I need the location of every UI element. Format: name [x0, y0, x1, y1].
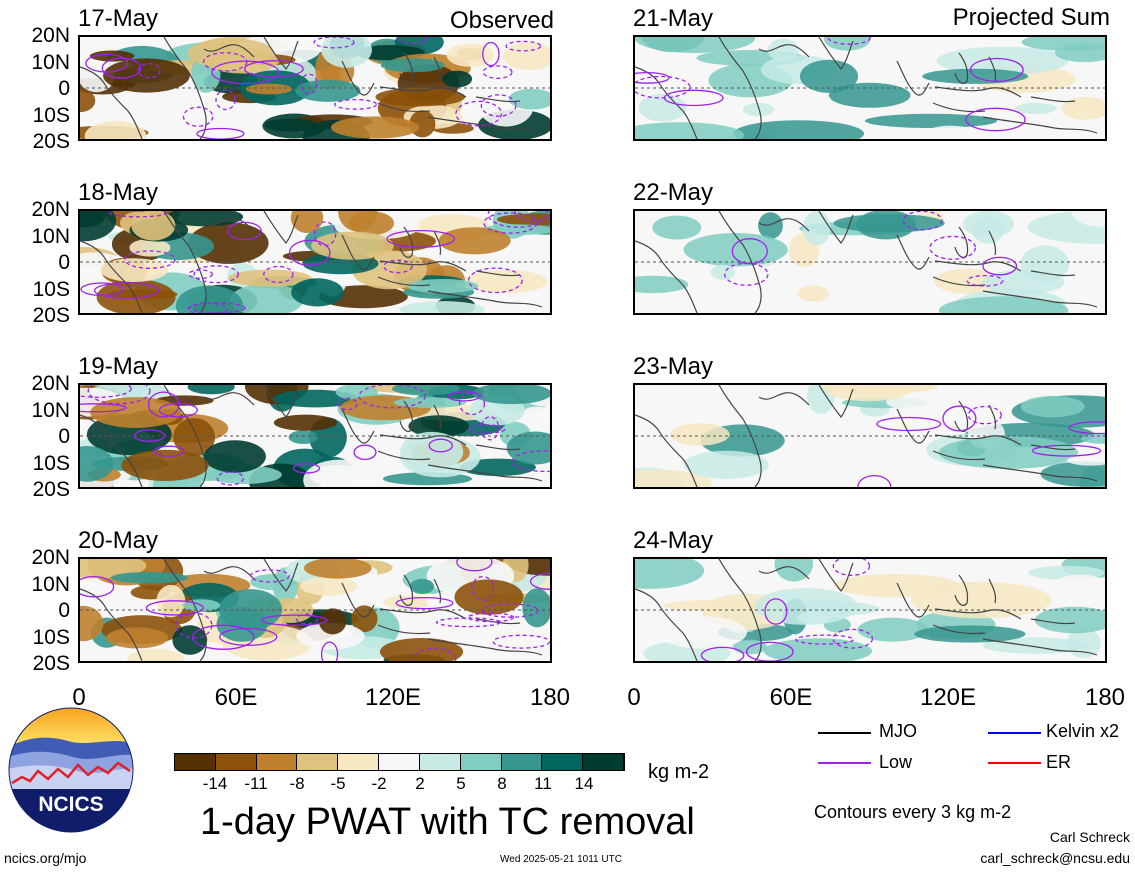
legend-lines — [818, 732, 1041, 764]
panel-date-label: 17-May — [78, 5, 159, 32]
lon-tick-label: 180 — [1084, 684, 1126, 711]
colorbar-swatch — [419, 754, 461, 770]
colorbar-tick-label: 5 — [456, 774, 466, 793]
colorbar-swatch — [460, 754, 502, 770]
lat-tick-label: 10S — [32, 103, 70, 127]
lat-tick-label: 20S — [32, 304, 70, 327]
map-panel-projected-1 — [633, 35, 1107, 141]
colorbar-tick-label: 8 — [497, 774, 507, 793]
lat-tick-label: 20S — [32, 478, 70, 501]
legend-label-kelvin: Kelvin x2 — [1046, 721, 1120, 741]
legend-label-low: Low — [879, 752, 913, 772]
footer-author: Carl Schreck — [1049, 829, 1130, 845]
lat-tick-label: 0 — [58, 77, 70, 100]
lat-tick-label: 10S — [32, 625, 70, 649]
colorbar-units: kg m-2 — [648, 761, 710, 783]
panel-date-label: 19-May — [78, 353, 159, 380]
lat-tick-label: 10N — [31, 224, 70, 248]
legend-label-er: ER — [1046, 752, 1072, 772]
footer-email: carl_schreck@ncsu.edu — [980, 850, 1130, 866]
lat-tick-label: 0 — [58, 599, 70, 622]
map-panel-projected-2 — [633, 209, 1107, 315]
legend-label-mjo: MJO — [879, 721, 917, 741]
lat-tick-label: 10N — [31, 398, 70, 422]
lat-tick-label: 10S — [32, 277, 70, 301]
colorbar-swatch — [583, 754, 624, 770]
lon-tick-label: 120E — [919, 684, 977, 711]
colorbar-tick-label: 11 — [534, 774, 552, 793]
colorbar-swatch — [501, 754, 543, 770]
panel-date-label: 22-May — [633, 179, 714, 206]
figure-title: 1-day PWAT with TC removal — [200, 801, 695, 843]
colorbar-swatch — [297, 754, 339, 770]
lon-tick-label: 60E — [769, 684, 813, 711]
colorbar-tick-label: -5 — [330, 774, 346, 793]
ncics-logo: NCICS — [8, 707, 134, 833]
panel-date-label: 20-May — [78, 527, 159, 554]
colorbar-swatch — [215, 754, 257, 770]
colorbar-swatch — [379, 754, 420, 770]
lat-tick-label: 20N — [31, 198, 70, 221]
footer-timestamp: Wed 2025-05-21 1011 UTC — [500, 854, 622, 865]
lon-tick-label: 0 — [72, 684, 86, 711]
lat-tick-label: 20S — [32, 130, 70, 153]
colorbar-tick-label: -14 — [202, 774, 228, 793]
lat-tick-label: 10N — [31, 50, 70, 74]
lat-tick-label: 10N — [31, 572, 70, 596]
panel-date-label: 24-May — [633, 527, 714, 554]
colorbar-swatch — [256, 754, 298, 770]
map-panel-projected-3 — [633, 383, 1107, 489]
colorbar-swatch — [175, 754, 216, 770]
lat-tick-label: 20N — [31, 372, 70, 395]
logo-text: NCICS — [38, 793, 103, 816]
map-panel-observed-2 — [78, 209, 552, 315]
map-panel-observed-4 — [78, 557, 552, 663]
panel-date-label: 21-May — [633, 5, 714, 32]
map-panel-observed-3 — [78, 383, 552, 489]
colorbar-swatch — [338, 754, 380, 770]
lat-tick-label: 10S — [32, 451, 70, 475]
map-panel-observed-1 — [78, 35, 552, 141]
map-panel-projected-4 — [633, 557, 1107, 663]
lon-tick-label: 180 — [529, 684, 571, 711]
colorbar-tick-label: -2 — [371, 774, 387, 793]
colorbar-tick-label: 2 — [415, 774, 425, 793]
contour-note: Contours every 3 kg m-2 — [814, 802, 1012, 822]
colorbar-tick-label: -11 — [244, 774, 268, 793]
colorbar-tick-label: -8 — [289, 774, 305, 793]
footer-url: ncics.org/mjo — [4, 850, 87, 866]
lat-tick-label: 20S — [32, 652, 70, 675]
lon-tick-label: 120E — [364, 684, 422, 711]
lat-tick-label: 0 — [58, 425, 70, 448]
observed-title: Observed — [449, 7, 554, 34]
lat-tick-label: 20N — [31, 546, 70, 569]
colorbar-swatch — [542, 754, 584, 770]
panel-date-label: 18-May — [78, 179, 159, 206]
lat-tick-label: 0 — [58, 251, 70, 274]
projected-title: Projected Sum — [952, 4, 1110, 31]
panel-date-label: 23-May — [633, 353, 714, 380]
lon-tick-label: 60E — [214, 684, 258, 711]
lon-tick-label: 0 — [627, 684, 641, 711]
colorbar-tick-label: 14 — [574, 774, 594, 793]
lat-tick-label: 20N — [31, 24, 70, 47]
colorbar — [174, 753, 625, 771]
